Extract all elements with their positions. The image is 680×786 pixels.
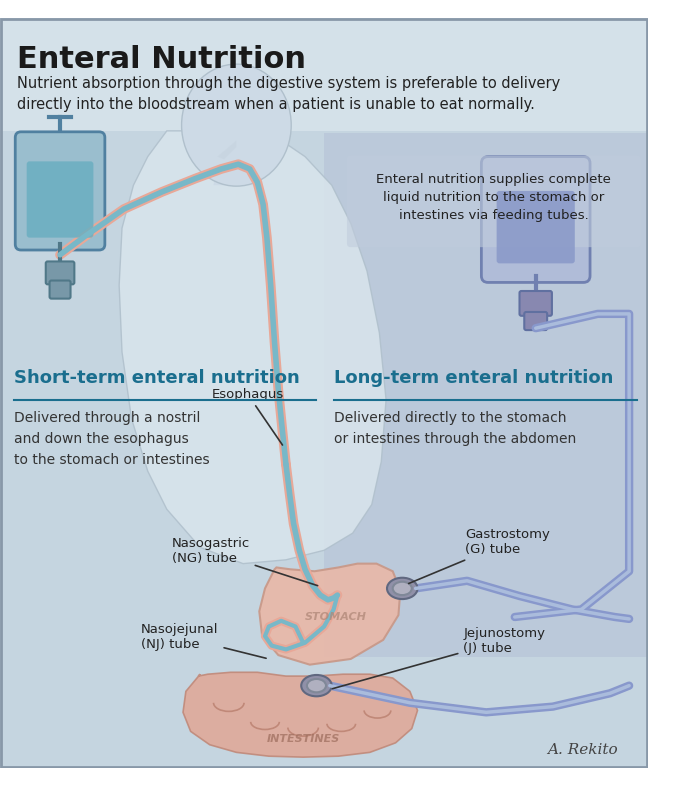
FancyBboxPatch shape	[0, 18, 648, 768]
FancyBboxPatch shape	[46, 262, 74, 285]
Text: Enteral Nutrition: Enteral Nutrition	[17, 45, 306, 74]
Text: Jejunostomy
(J) tube: Jejunostomy (J) tube	[333, 626, 545, 689]
Polygon shape	[119, 130, 386, 564]
FancyBboxPatch shape	[50, 281, 71, 299]
FancyBboxPatch shape	[481, 156, 590, 282]
Text: Esophagus: Esophagus	[211, 387, 284, 445]
Ellipse shape	[387, 578, 418, 599]
Text: Delivered through a nostril
and down the esophagus
to the stomach or intestines: Delivered through a nostril and down the…	[14, 411, 210, 468]
FancyBboxPatch shape	[324, 133, 648, 657]
Text: Nasogastric
(NG) tube: Nasogastric (NG) tube	[171, 537, 318, 586]
Text: INTESTINES: INTESTINES	[267, 734, 340, 744]
Text: Long-term enteral nutrition: Long-term enteral nutrition	[334, 369, 613, 387]
Polygon shape	[183, 672, 418, 757]
FancyBboxPatch shape	[496, 191, 575, 263]
Text: Delivered directly to the stomach
or intestines through the abdomen: Delivered directly to the stomach or int…	[334, 411, 576, 446]
Text: STOMACH: STOMACH	[305, 612, 367, 622]
Text: Short-term enteral nutrition: Short-term enteral nutrition	[14, 369, 300, 387]
Text: Gastrostomy
(G) tube: Gastrostomy (G) tube	[409, 528, 550, 583]
FancyBboxPatch shape	[27, 161, 93, 237]
Ellipse shape	[301, 675, 332, 696]
Ellipse shape	[182, 64, 291, 186]
Polygon shape	[214, 160, 259, 185]
FancyBboxPatch shape	[15, 132, 105, 250]
Text: A. Rekito: A. Rekito	[547, 743, 617, 757]
Text: Nasojejunal
(NJ) tube: Nasojejunal (NJ) tube	[141, 623, 266, 659]
Polygon shape	[259, 564, 401, 665]
Ellipse shape	[307, 679, 326, 692]
FancyBboxPatch shape	[520, 291, 552, 316]
Ellipse shape	[393, 582, 412, 595]
Text: Nutrient absorption through the digestive system is preferable to delivery
direc: Nutrient absorption through the digestiv…	[17, 75, 560, 112]
FancyBboxPatch shape	[0, 18, 648, 130]
Text: Enteral nutrition supplies complete
liquid nutrition to the stomach or
intestine: Enteral nutrition supplies complete liqu…	[376, 173, 611, 222]
FancyBboxPatch shape	[347, 156, 641, 247]
Polygon shape	[218, 141, 237, 160]
FancyBboxPatch shape	[524, 312, 547, 330]
